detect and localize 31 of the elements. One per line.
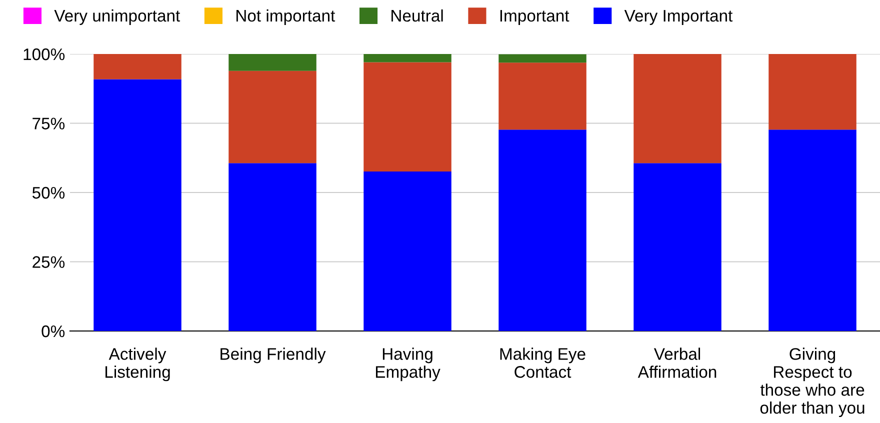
legend-label: Neutral: [392, 9, 443, 22]
legend-label: Not important: [236, 9, 336, 25]
y-tick-label: 75%: [32, 118, 65, 130]
bar: [228, 54, 316, 71]
y-tick-label: 100%: [24, 48, 65, 60]
legend-label: Important: [500, 10, 570, 25]
bar: [364, 171, 452, 331]
legend-label: Very Important: [624, 10, 733, 25]
bar: [364, 62, 452, 172]
bar: [498, 130, 586, 331]
bar: [94, 79, 182, 331]
bar: [498, 62, 586, 130]
y-tick-label: 0%: [42, 325, 65, 338]
bar: [634, 54, 722, 164]
x-tick-label: Verbal Affirmation: [638, 348, 716, 378]
bar: [768, 130, 856, 331]
x-tick-label: Being Friendly: [220, 348, 326, 364]
bar: [768, 54, 856, 130]
bar: [228, 70, 316, 164]
bar: [364, 54, 452, 62]
bar: [634, 163, 722, 331]
x-tick-label: Having Empathy: [376, 348, 440, 382]
y-tick-label: 25%: [32, 256, 65, 268]
x-tick-label: Giving Respect to those who are older than you: [760, 348, 864, 418]
bar: [94, 54, 182, 80]
x-tick-label: Making Eye Contact: [500, 348, 586, 378]
legend-label: Very unimportant: [54, 9, 180, 25]
bar: [228, 163, 316, 331]
bar: [498, 54, 586, 63]
x-tick-label: Actively Listening: [106, 348, 170, 382]
y-tick-label: 50%: [32, 186, 65, 199]
